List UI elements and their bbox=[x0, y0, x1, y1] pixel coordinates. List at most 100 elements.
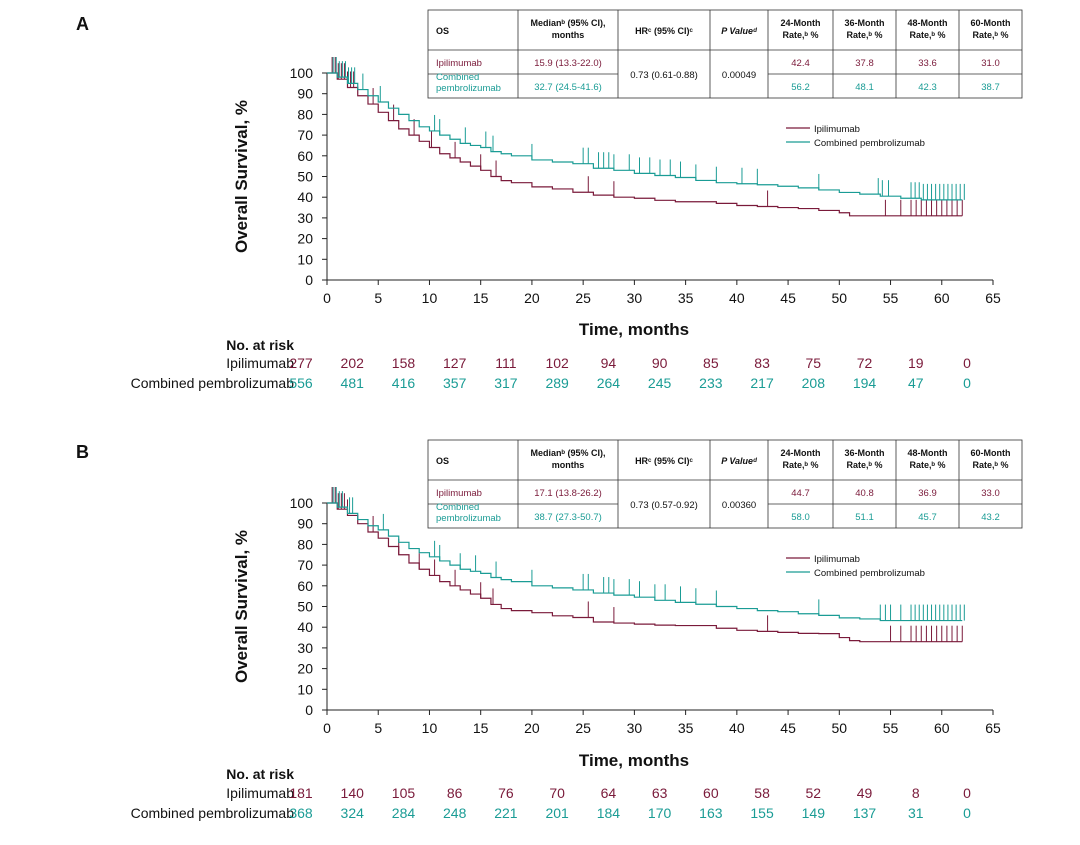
table-row-label: pembrolizumab bbox=[436, 83, 501, 94]
x-tick-label: 55 bbox=[883, 290, 899, 306]
table-border bbox=[427, 9, 1023, 99]
at-risk-value: 368 bbox=[289, 805, 313, 821]
table-cell: 38.7 (27.3-50.7) bbox=[534, 512, 602, 523]
table-cell: 58.0 bbox=[791, 512, 810, 523]
table-cell: 48.1 bbox=[855, 82, 874, 93]
x-tick-label: 15 bbox=[473, 290, 489, 306]
at-risk-value: 70 bbox=[549, 785, 565, 801]
at-risk-value: 201 bbox=[545, 805, 569, 821]
table-header: Medianᵇ (95% CI), bbox=[530, 448, 605, 458]
at-risk-value: 208 bbox=[802, 375, 826, 391]
y-tick-label: 90 bbox=[297, 86, 313, 102]
y-tick-label: 90 bbox=[297, 516, 313, 532]
at-risk-row-label: Ipilimumab bbox=[226, 355, 294, 371]
table-cell: 40.8 bbox=[855, 488, 874, 499]
table-cell: 36.9 bbox=[918, 488, 937, 499]
panel-label: B bbox=[76, 442, 89, 462]
at-risk-value: 8 bbox=[912, 785, 920, 801]
at-risk-value: 248 bbox=[443, 805, 467, 821]
y-tick-label: 100 bbox=[290, 495, 314, 511]
table-cell: 32.7 (24.5-41.6) bbox=[534, 82, 602, 93]
at-risk-value: 105 bbox=[392, 785, 416, 801]
y-tick-label: 30 bbox=[297, 210, 313, 226]
table-header: OS bbox=[436, 26, 449, 36]
table-cell: 0.73 (0.61-0.88) bbox=[630, 70, 698, 81]
table-row-label: pembrolizumab bbox=[436, 513, 501, 524]
at-risk-value: 31 bbox=[908, 805, 924, 821]
table-header: months bbox=[552, 460, 585, 470]
x-tick-label: 65 bbox=[985, 290, 1001, 306]
table-header: Rate,ᵇ % bbox=[846, 460, 882, 470]
at-risk-value: 94 bbox=[601, 355, 617, 371]
panel-label: A bbox=[76, 14, 89, 34]
y-tick-label: 20 bbox=[297, 661, 313, 677]
table-cell: 0.00360 bbox=[722, 500, 756, 511]
table-row-label: Combined bbox=[436, 72, 479, 83]
x-tick-label: 60 bbox=[934, 720, 950, 736]
y-tick-label: 50 bbox=[297, 599, 313, 615]
y-tick-label: 30 bbox=[297, 640, 313, 656]
at-risk-value: 111 bbox=[495, 355, 516, 371]
at-risk-value: 233 bbox=[699, 375, 723, 391]
table-cell: 45.7 bbox=[918, 512, 937, 523]
table-row-label: Combined bbox=[436, 502, 479, 513]
y-tick-label: 70 bbox=[297, 557, 313, 573]
table-header: OS bbox=[436, 456, 449, 466]
table-header: Rate,ᵇ % bbox=[782, 30, 818, 40]
y-tick-label: 100 bbox=[290, 65, 314, 81]
table-header: 36-Month bbox=[845, 448, 885, 458]
table-row-label: Ipilimumab bbox=[436, 488, 482, 499]
table-header: Rate,ᵇ % bbox=[782, 460, 818, 470]
table-cell: 0.00049 bbox=[722, 70, 756, 81]
at-risk-value: 63 bbox=[652, 785, 668, 801]
table-cell: 51.1 bbox=[855, 512, 874, 523]
x-tick-label: 0 bbox=[323, 290, 331, 306]
at-risk-value: 556 bbox=[289, 375, 313, 391]
y-tick-label: 10 bbox=[297, 681, 313, 697]
at-risk-value: 264 bbox=[597, 375, 621, 391]
table-cell: 33.6 bbox=[918, 58, 937, 69]
at-risk-value: 86 bbox=[447, 785, 463, 801]
table-header: Rate,ᵇ % bbox=[909, 30, 945, 40]
at-risk-value: 83 bbox=[754, 355, 770, 371]
table-header: 24-Month bbox=[781, 448, 821, 458]
at-risk-value: 0 bbox=[963, 785, 971, 801]
at-risk-value: 72 bbox=[857, 355, 873, 371]
at-risk-value: 52 bbox=[806, 785, 822, 801]
table-header: HRᶜ (95% CI)ᶜ bbox=[635, 456, 693, 466]
at-risk-value: 481 bbox=[341, 375, 365, 391]
at-risk-value: 155 bbox=[750, 805, 774, 821]
x-tick-label: 65 bbox=[985, 720, 1001, 736]
x-tick-label: 60 bbox=[934, 290, 950, 306]
at-risk-row-label: Combined pembrolizumab bbox=[131, 805, 295, 821]
table-header: months bbox=[552, 30, 585, 40]
at-risk-title: No. at risk bbox=[226, 766, 294, 782]
at-risk-value: 184 bbox=[597, 805, 621, 821]
at-risk-value: 245 bbox=[648, 375, 672, 391]
stats-table: OS Medianᵇ (95% CI), months HRᶜ (95% CI)ᶜ P … bbox=[427, 439, 1023, 529]
x-tick-label: 35 bbox=[678, 290, 694, 306]
at-risk-value: 127 bbox=[443, 355, 467, 371]
x-tick-label: 10 bbox=[422, 720, 438, 736]
x-tick-label: 15 bbox=[473, 720, 489, 736]
x-tick-label: 35 bbox=[678, 720, 694, 736]
x-tick-label: 40 bbox=[729, 290, 745, 306]
table-cell: 42.4 bbox=[791, 58, 810, 69]
at-risk-value: 277 bbox=[289, 355, 313, 371]
y-tick-label: 70 bbox=[297, 127, 313, 143]
x-tick-label: 5 bbox=[374, 720, 382, 736]
table-header: 24-Month bbox=[781, 18, 821, 28]
legend: Ipilimumab Combined pembrolizumab bbox=[786, 554, 925, 579]
at-risk-value: 181 bbox=[289, 785, 313, 801]
at-risk-value: 217 bbox=[750, 375, 774, 391]
x-tick-label: 50 bbox=[832, 290, 848, 306]
at-risk-value: 170 bbox=[648, 805, 672, 821]
table-border bbox=[427, 439, 1023, 529]
at-risk-value: 202 bbox=[341, 355, 365, 371]
at-risk-value: 416 bbox=[392, 375, 416, 391]
table-cell: 31.0 bbox=[981, 58, 1000, 69]
